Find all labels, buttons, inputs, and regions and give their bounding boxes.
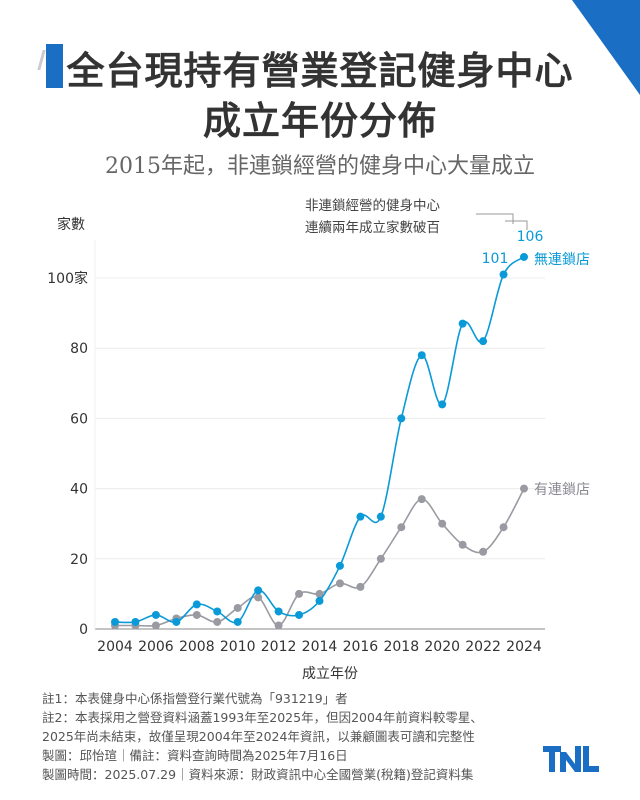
- y-tick-label: 40: [70, 482, 88, 498]
- data-point: [213, 617, 222, 626]
- footnotes: 註1：本表健身中心係指營登行業代號為「931219」者 註2：本表採用之營登資料…: [42, 689, 483, 784]
- data-point: [295, 589, 304, 598]
- legend-label-independent: 無連鎖店: [534, 252, 590, 268]
- data-point: [233, 617, 242, 626]
- data-point: [192, 600, 201, 609]
- data-point: [376, 554, 385, 563]
- data-point: [274, 607, 283, 616]
- y-tick-label: 80: [70, 341, 88, 357]
- data-point: [151, 610, 160, 619]
- corner-decoration: [572, 0, 640, 95]
- data-point: [111, 617, 119, 626]
- x-tick-label: 2024: [506, 639, 542, 655]
- x-tick-label: 2014: [302, 639, 338, 655]
- tnl-logo: [543, 746, 599, 772]
- x-tick-label: 2008: [179, 639, 215, 655]
- data-point: [213, 607, 222, 616]
- data-label-2024: 106: [517, 229, 544, 245]
- data-point: [397, 523, 406, 532]
- series-line: [114, 256, 525, 624]
- x-tick-label: 2006: [138, 639, 174, 655]
- data-point: [520, 484, 528, 493]
- y-tick-label: 100家: [47, 270, 88, 287]
- note-2b: 2025年尚未結束，故僅呈現2004年至2024年資訊，以兼顧圖表可讀和完整性: [42, 729, 475, 744]
- x-tick-label: 2010: [220, 639, 256, 655]
- page-title-line2: 成立年份分佈: [202, 98, 437, 143]
- data-point: [438, 400, 447, 409]
- note-2a: 註2：本表採用之營登資料涵蓋1993年至2025年，但因2004年前資料較零星、: [42, 710, 483, 725]
- data-point: [458, 319, 467, 328]
- note-1: 註1：本表健身中心係指營登行業代號為「931219」者: [42, 691, 348, 706]
- y-tick-label: 0: [79, 622, 88, 638]
- data-point: [254, 593, 263, 602]
- data-point: [499, 523, 508, 532]
- data-point: [233, 603, 242, 612]
- data-point: [520, 252, 528, 261]
- data-label-2023: 101: [482, 251, 509, 267]
- data-point: [417, 351, 426, 360]
- series-line: [114, 488, 525, 627]
- data-point: [192, 610, 201, 619]
- annotation-bracket-2023: [476, 213, 514, 224]
- annotation-bracket-2024: [505, 220, 528, 230]
- y-tick-label: 20: [70, 552, 88, 568]
- data-point: [356, 582, 365, 591]
- x-tick-label: 2016: [343, 639, 379, 655]
- data-point: [479, 547, 488, 556]
- x-tick-label: 2020: [424, 639, 460, 655]
- data-point: [499, 270, 508, 279]
- credit: 製圖：邱怡瑄｜備註：資料查詢時間為2025年7月16日: [42, 748, 348, 763]
- annotation-line2: 連續兩年成立家數破百: [305, 219, 440, 236]
- data-point: [131, 617, 140, 626]
- y-axis-label: 家數: [57, 216, 85, 233]
- data-point: [479, 337, 488, 346]
- y-tick-label: 60: [70, 411, 88, 427]
- page-title-line1: 全台現持有營業登記健身中心: [66, 48, 574, 93]
- x-tick-label: 2004: [97, 639, 133, 655]
- legend-label-chain: 有連鎖店: [534, 482, 590, 498]
- data-point: [172, 617, 181, 626]
- data-point: [397, 414, 406, 423]
- data-point: [335, 579, 344, 588]
- data-point: [151, 621, 160, 630]
- data-point: [335, 561, 344, 570]
- data-point: [438, 519, 447, 528]
- x-axis-label: 成立年份: [302, 666, 358, 682]
- data-point: [274, 621, 283, 630]
- data-point: [315, 589, 324, 598]
- x-tick-label: 2022: [465, 639, 501, 655]
- data-point: [315, 596, 324, 605]
- data-point: [376, 512, 385, 521]
- title-marker: [46, 44, 63, 88]
- data-point: [417, 495, 426, 504]
- page-subtitle: 2015年起，非連鎖經營的健身中心大量成立: [105, 154, 535, 179]
- data-point: [295, 610, 304, 619]
- data-point: [356, 512, 365, 521]
- data-point: [458, 540, 467, 549]
- annotation-line1: 非連鎖經營的健身中心: [305, 198, 440, 214]
- source: 製圖時間：2025.07.29｜資料來源：財政資訊中心全國營業(稅籍)登記資料集: [42, 767, 474, 782]
- x-tick-label: 2012: [261, 639, 297, 655]
- x-tick-label: 2018: [383, 639, 419, 655]
- data-point: [254, 586, 263, 595]
